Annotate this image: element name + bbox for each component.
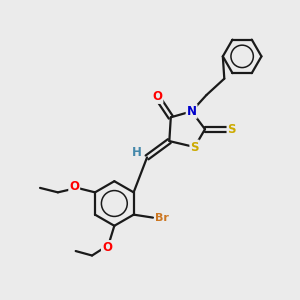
Text: Br: Br <box>155 213 169 223</box>
Text: O: O <box>152 90 162 103</box>
Text: S: S <box>227 123 236 136</box>
Text: N: N <box>187 105 196 118</box>
Text: S: S <box>190 140 199 154</box>
Text: O: O <box>102 241 112 254</box>
Text: H: H <box>132 146 142 160</box>
Text: O: O <box>69 180 79 193</box>
